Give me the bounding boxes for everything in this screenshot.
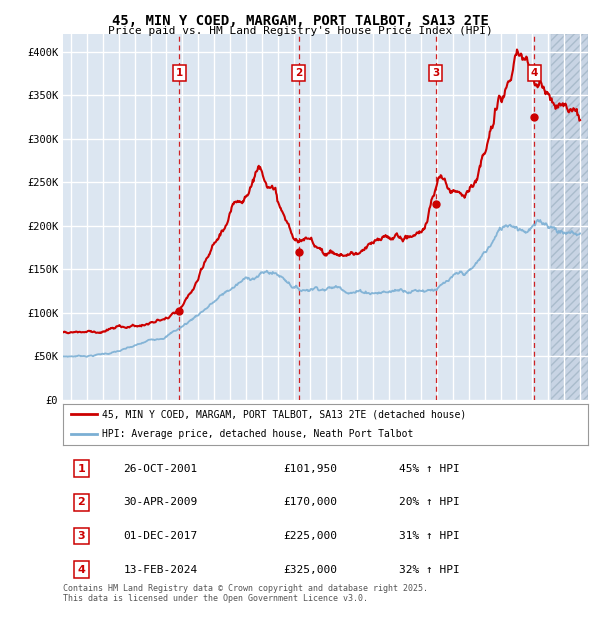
Text: £101,950: £101,950 <box>284 464 337 474</box>
Text: 30-APR-2009: 30-APR-2009 <box>124 497 197 507</box>
Text: 1: 1 <box>176 68 183 78</box>
Text: 01-DEC-2017: 01-DEC-2017 <box>124 531 197 541</box>
Text: 32% ↑ HPI: 32% ↑ HPI <box>399 565 460 575</box>
Bar <box>551 34 588 400</box>
Text: 4: 4 <box>77 565 85 575</box>
Text: 26-OCT-2001: 26-OCT-2001 <box>124 464 197 474</box>
Text: £225,000: £225,000 <box>284 531 337 541</box>
Bar <box>551 34 588 400</box>
Text: 31% ↑ HPI: 31% ↑ HPI <box>399 531 460 541</box>
Text: 45, MIN Y COED, MARGAM, PORT TALBOT, SA13 2TE (detached house): 45, MIN Y COED, MARGAM, PORT TALBOT, SA1… <box>103 409 467 419</box>
Text: 45, MIN Y COED, MARGAM, PORT TALBOT, SA13 2TE: 45, MIN Y COED, MARGAM, PORT TALBOT, SA1… <box>112 14 488 28</box>
Text: 13-FEB-2024: 13-FEB-2024 <box>124 565 197 575</box>
Text: 2: 2 <box>295 68 302 78</box>
Text: 1: 1 <box>77 464 85 474</box>
Text: 3: 3 <box>77 531 85 541</box>
Text: £325,000: £325,000 <box>284 565 337 575</box>
Text: Price paid vs. HM Land Registry's House Price Index (HPI): Price paid vs. HM Land Registry's House … <box>107 26 493 36</box>
Text: 2: 2 <box>77 497 85 507</box>
Text: 3: 3 <box>432 68 439 78</box>
Text: £170,000: £170,000 <box>284 497 337 507</box>
Text: 4: 4 <box>530 68 538 78</box>
Text: 45% ↑ HPI: 45% ↑ HPI <box>399 464 460 474</box>
Text: 20% ↑ HPI: 20% ↑ HPI <box>399 497 460 507</box>
Text: HPI: Average price, detached house, Neath Port Talbot: HPI: Average price, detached house, Neat… <box>103 430 414 440</box>
Text: Contains HM Land Registry data © Crown copyright and database right 2025.
This d: Contains HM Land Registry data © Crown c… <box>63 584 428 603</box>
